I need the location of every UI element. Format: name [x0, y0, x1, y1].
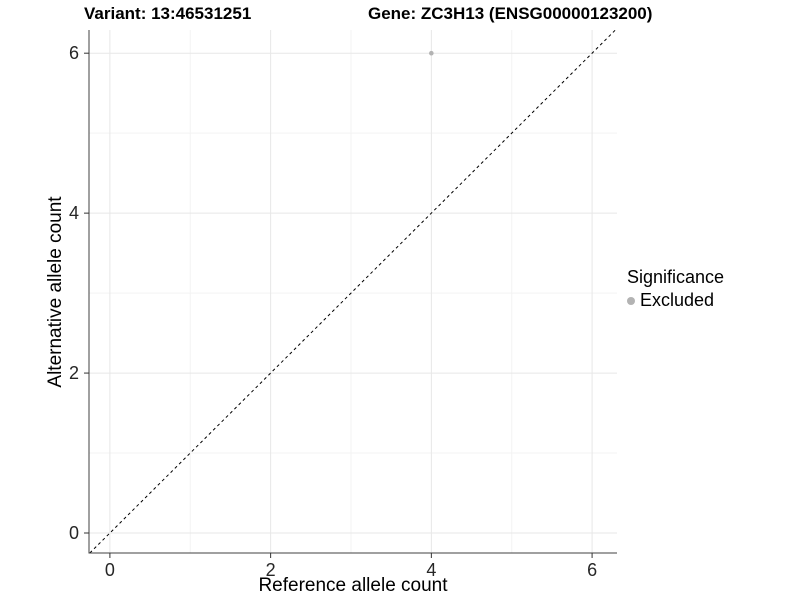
- y-axis-title: Alternative allele count: [45, 196, 66, 388]
- plot-title-gene: Gene: ZC3H13 (ENSG00000123200): [368, 4, 653, 23]
- legend-title: Significance: [627, 267, 725, 287]
- legend-item-label: Excluded: [640, 290, 715, 310]
- x-axis-title: Reference allele count: [258, 575, 448, 596]
- legend: Significance Excluded: [627, 267, 724, 311]
- y-tick-label: 0: [68, 523, 79, 543]
- data-point: [429, 50, 434, 56]
- plot-title-variant: Variant: 13:46531251: [84, 4, 252, 23]
- legend-item-excluded: Excluded: [627, 290, 724, 311]
- x-tick-label: 2: [265, 560, 276, 580]
- y-tick-label: 4: [68, 203, 79, 224]
- x-tick-label: 0: [104, 560, 115, 580]
- x-tick-label: 6: [587, 560, 598, 580]
- legend-point-icon: [627, 296, 635, 305]
- y-tick-label: 2: [68, 363, 79, 384]
- x-tick-label: 4: [426, 560, 437, 580]
- identity-reference-line: [89, 29, 616, 554]
- y-tick-label: 6: [68, 43, 79, 64]
